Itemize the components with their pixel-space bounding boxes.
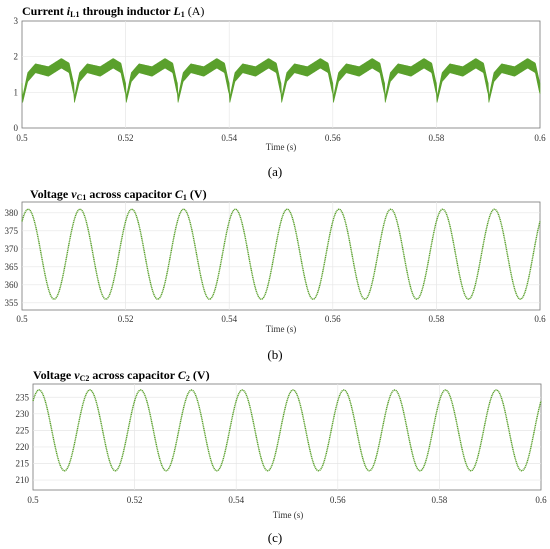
caption-a: (a) <box>268 164 282 179</box>
x-tick-label: 0.6 <box>534 314 546 324</box>
x-tick-label: 0.54 <box>221 133 237 143</box>
y-tick-label: 355 <box>5 298 19 308</box>
x-tick-label: 0.6 <box>534 133 546 143</box>
plot-area-a <box>21 20 541 129</box>
series-band <box>21 58 541 103</box>
y-tick-label: 370 <box>5 244 19 254</box>
x-axis-label-c: Time (s) <box>273 510 303 520</box>
caption-c: (c) <box>268 530 282 545</box>
y-tick-label: 3 <box>14 16 19 26</box>
x-tick-label: 0.5 <box>16 133 28 143</box>
caption-b: (b) <box>267 347 282 362</box>
x-tick-label: 0.58 <box>432 495 448 505</box>
panel-b: Voltage vC1 across capacitor C1 (V) 355 3… <box>5 187 547 362</box>
x-axis-label-a: Time (s) <box>266 142 296 152</box>
plot-area-c <box>32 383 542 491</box>
series-line <box>21 208 541 300</box>
y-tick-label: 235 <box>16 392 30 402</box>
y-tick-label: 225 <box>16 425 30 435</box>
panel-c: Voltage vC2 across capacitor C2 (V) 210 2… <box>16 368 548 545</box>
x-tick-label: 0.5 <box>16 314 28 324</box>
y-tick-label: 380 <box>5 208 19 218</box>
y-tick-label: 2 <box>14 52 19 62</box>
chart-title-c: Voltage vC2 across capacitor C2 (V) <box>33 368 210 383</box>
x-axis-label-b: Time (s) <box>266 324 296 334</box>
chart-title-b: Voltage vC1 across capacitor C1 (V) <box>30 187 207 202</box>
x-tick-label: 0.52 <box>127 495 143 505</box>
y-tick-label: 210 <box>16 475 30 485</box>
x-tick-label: 0.58 <box>429 314 445 324</box>
x-tick-label: 0.54 <box>228 495 244 505</box>
plot-area-b <box>21 201 541 311</box>
y-tick-label: 1 <box>14 87 19 97</box>
x-tick-label: 0.5 <box>27 495 39 505</box>
chart-title-a: Current iL1 through inductor L1 (A) <box>22 4 204 19</box>
series-line <box>32 389 542 472</box>
x-tick-label: 0.52 <box>118 133 134 143</box>
x-tick-label: 0.56 <box>325 133 341 143</box>
x-tick-label: 0.52 <box>118 314 134 324</box>
y-tick-label: 230 <box>16 409 30 419</box>
panel-a: Current iL1 through inductor L1 (A) 0 1 2 3… <box>14 4 547 179</box>
y-tick-label: 365 <box>5 262 19 272</box>
x-tick-label: 0.6 <box>535 495 547 505</box>
x-tick-label: 0.58 <box>429 133 445 143</box>
x-tick-label: 0.54 <box>221 314 237 324</box>
y-tick-label: 0 <box>14 123 19 133</box>
y-tick-label: 220 <box>16 442 30 452</box>
y-tick-label: 215 <box>16 459 30 469</box>
y-tick-label: 360 <box>5 280 19 290</box>
x-tick-label: 0.56 <box>325 314 341 324</box>
x-tick-label: 0.56 <box>330 495 346 505</box>
y-tick-label: 375 <box>5 226 19 236</box>
